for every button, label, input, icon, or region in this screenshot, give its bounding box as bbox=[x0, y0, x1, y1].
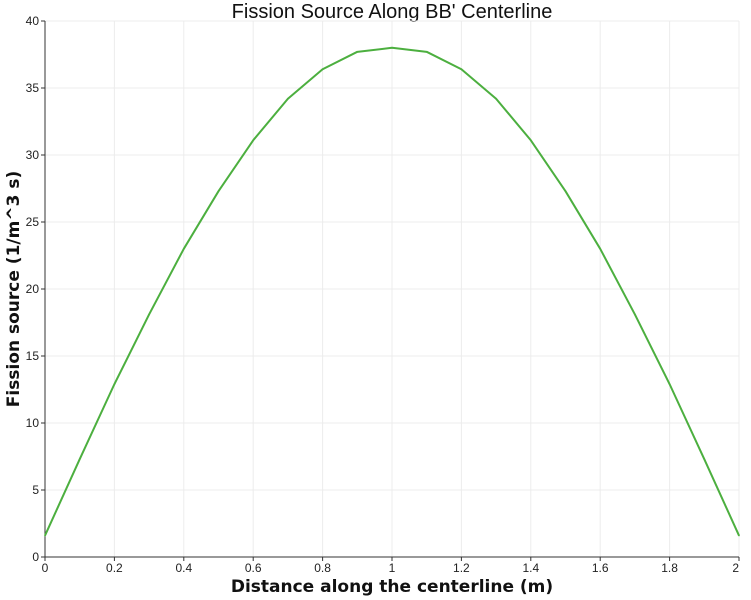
y-tick-label: 0 bbox=[32, 550, 39, 564]
x-tick-label: 0.6 bbox=[245, 561, 262, 575]
data-point bbox=[634, 313, 636, 316]
y-tick-label: 30 bbox=[26, 148, 40, 162]
data-point bbox=[599, 248, 601, 250]
y-tick-label: 15 bbox=[26, 349, 40, 363]
x-tick-label: 0 bbox=[42, 561, 49, 575]
x-axis-ticks: 0 0.2 0.4 0.6 0.8 1 1.2 1.4 1.6 1.8 2 bbox=[42, 557, 740, 575]
data-point bbox=[738, 534, 740, 537]
y-axis-label: Fission source (1/m^3 s) bbox=[4, 171, 24, 407]
chart-title: Fission Source Along BB' Centerline bbox=[232, 1, 553, 23]
x-tick-label: 1.4 bbox=[522, 561, 539, 575]
y-tick-label: 40 bbox=[26, 14, 40, 28]
series-layer bbox=[44, 46, 740, 537]
y-tick-label: 25 bbox=[26, 215, 40, 229]
x-axis-label: Distance along the centerline (m) bbox=[231, 577, 553, 597]
x-tick-label: 1.8 bbox=[661, 561, 678, 575]
data-point bbox=[183, 248, 185, 250]
data-point bbox=[44, 534, 46, 537]
data-point bbox=[425, 51, 428, 53]
data-point bbox=[356, 51, 359, 53]
y-tick-label: 20 bbox=[26, 282, 40, 296]
data-point bbox=[252, 139, 254, 142]
data-point bbox=[391, 47, 393, 49]
data-point bbox=[113, 383, 116, 385]
x-tick-label: 1.2 bbox=[453, 561, 470, 575]
y-tick-label: 5 bbox=[32, 483, 39, 497]
y-tick-label: 10 bbox=[26, 416, 40, 430]
data-point bbox=[460, 68, 463, 71]
x-tick-label: 0.2 bbox=[106, 561, 123, 575]
x-tick-label: 0.8 bbox=[314, 561, 331, 575]
data-point bbox=[217, 190, 220, 192]
grid bbox=[44, 20, 740, 558]
y-tick-label: 35 bbox=[26, 81, 40, 95]
data-point bbox=[495, 97, 497, 100]
x-tick-label: 1 bbox=[389, 561, 396, 575]
x-tick-label: 0.4 bbox=[175, 561, 192, 575]
data-point bbox=[564, 190, 567, 192]
data-point bbox=[321, 68, 324, 71]
x-tick-label: 1.6 bbox=[592, 561, 609, 575]
data-point bbox=[287, 97, 289, 100]
x-tick-label: 2 bbox=[732, 561, 739, 575]
data-point bbox=[78, 458, 81, 460]
data-point bbox=[703, 458, 706, 460]
data-point bbox=[668, 383, 671, 385]
data-point bbox=[530, 139, 532, 142]
y-axis-ticks: 0 5 10 15 20 25 30 35 40 bbox=[26, 14, 45, 564]
data-point bbox=[148, 313, 150, 316]
